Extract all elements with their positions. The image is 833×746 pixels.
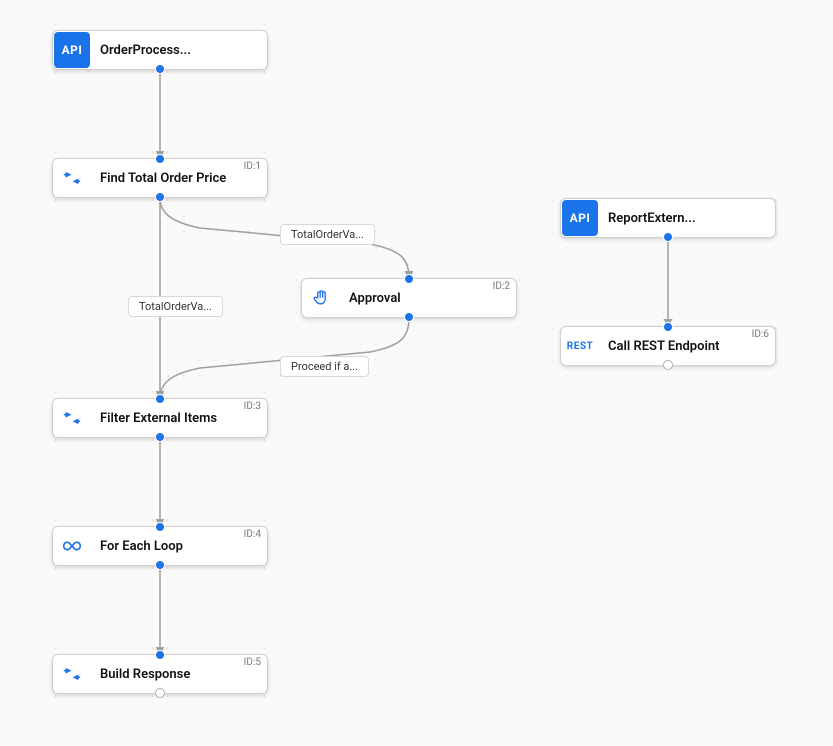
port-out[interactable] (155, 688, 165, 698)
edge-label-n1-n2: TotalOrderVa... (280, 224, 375, 245)
port-out[interactable] (155, 560, 165, 570)
node-id-tag: ID:3 (244, 401, 261, 412)
transform-icon (54, 656, 90, 692)
transform-icon (54, 400, 90, 436)
node-find-total-order-price[interactable]: Find Total Order Price ID:1 (52, 158, 268, 198)
node-orderprocess[interactable]: API OrderProcess... (52, 30, 268, 70)
port-in[interactable] (155, 522, 165, 532)
edges-layer (0, 0, 833, 746)
node-approval[interactable]: Approval ID:2 (301, 278, 517, 318)
loop-icon (54, 528, 90, 564)
port-in[interactable] (155, 650, 165, 660)
api-icon-text: API (570, 211, 591, 225)
port-in[interactable] (155, 154, 165, 164)
edge-label-text: TotalOrderVa... (139, 300, 212, 313)
node-label: Call REST Endpoint (598, 339, 775, 354)
node-id-tag: ID:5 (244, 657, 261, 668)
port-out[interactable] (663, 232, 673, 242)
node-label: Filter External Items (90, 411, 267, 426)
node-for-each-loop[interactable]: For Each Loop ID:4 (52, 526, 268, 566)
node-label: Find Total Order Price (90, 171, 267, 186)
port-out[interactable] (155, 192, 165, 202)
edge-label-n2-n3: Proceed if a... (280, 356, 369, 377)
node-label: Build Response (90, 667, 267, 682)
port-out[interactable] (155, 432, 165, 442)
port-out[interactable] (155, 64, 165, 74)
node-call-rest-endpoint[interactable]: REST Call REST Endpoint ID:6 (560, 326, 776, 366)
node-id-tag: ID:6 (752, 329, 769, 340)
api-icon: API (562, 200, 598, 236)
port-in[interactable] (155, 394, 165, 404)
api-icon: API (54, 32, 90, 68)
port-out[interactable] (663, 360, 673, 370)
node-label: ReportExtern... (598, 211, 775, 226)
node-label: OrderProcess... (90, 43, 267, 58)
api-icon-text: API (62, 43, 83, 57)
hand-icon (303, 280, 339, 316)
port-out[interactable] (404, 312, 414, 322)
node-label: Approval (339, 291, 516, 306)
node-reportextern[interactable]: API ReportExtern... (560, 198, 776, 238)
edge-label-n1-n3: TotalOrderVa... (128, 296, 223, 317)
port-in[interactable] (663, 322, 673, 332)
flow-canvas[interactable]: TotalOrderVa... TotalOrderVa... Proceed … (0, 0, 833, 746)
edge-label-text: Proceed if a... (291, 360, 358, 373)
node-build-response[interactable]: Build Response ID:5 (52, 654, 268, 694)
rest-icon-text: REST (567, 341, 593, 352)
edge-label-text: TotalOrderVa... (291, 228, 364, 241)
rest-icon: REST (562, 328, 598, 364)
node-id-tag: ID:4 (244, 529, 261, 540)
node-id-tag: ID:1 (244, 161, 261, 172)
node-label: For Each Loop (90, 539, 267, 554)
node-filter-external-items[interactable]: Filter External Items ID:3 (52, 398, 268, 438)
port-in[interactable] (404, 274, 414, 284)
transform-icon (54, 160, 90, 196)
node-id-tag: ID:2 (493, 281, 510, 292)
